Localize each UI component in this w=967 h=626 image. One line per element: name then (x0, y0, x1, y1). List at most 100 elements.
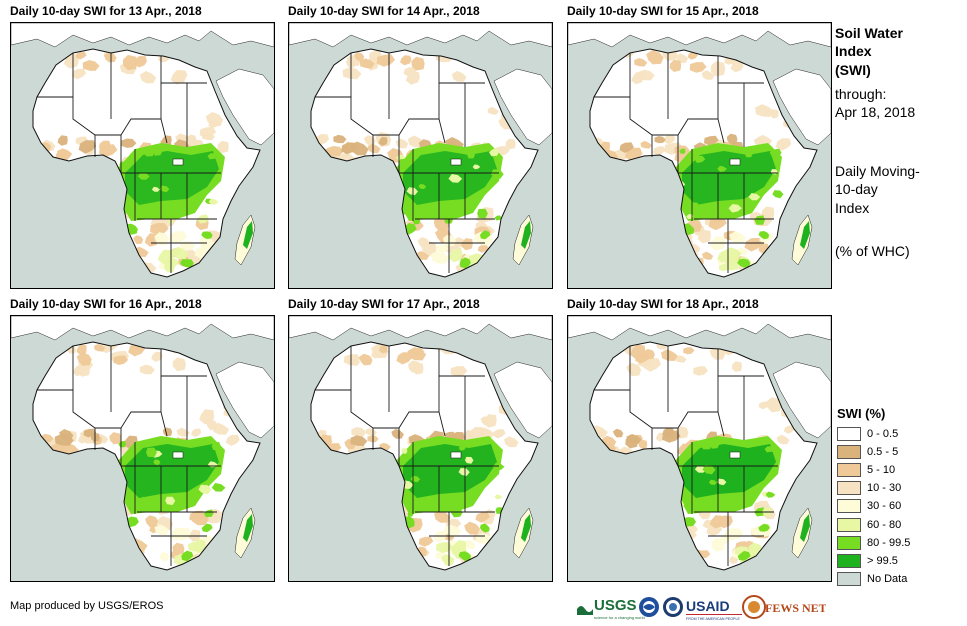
coastline (310, 341, 539, 571)
info-title-line1: Soil Water (835, 25, 903, 41)
legend-item: 80 - 99.5 (837, 534, 910, 551)
country-border (717, 56, 764, 84)
usaid-logo: USAID FROM THE AMERICAN PEOPLE (686, 598, 742, 621)
panel-title: Daily 10-day SWI for 17 Apr., 2018 (288, 297, 480, 311)
legend-item: 5 - 10 (837, 461, 895, 478)
panel-title: Daily 10-day SWI for 16 Apr., 2018 (10, 297, 202, 311)
legend-label: 60 - 80 (867, 518, 902, 531)
madagascar-wet-zone (800, 221, 810, 249)
country-border (438, 411, 446, 437)
map-panel-4: Daily 10-day SWI for 16 Apr., 2018 (10, 297, 275, 582)
lake-victoria (450, 451, 462, 459)
agency-logos: USGS science for a changing world USAID … (577, 595, 826, 621)
map-panel-6: Daily 10-day SWI for 18 Apr., 2018 (567, 297, 832, 582)
europe-landmass (11, 23, 274, 48)
legend-label: 5 - 10 (867, 463, 896, 476)
map-frame (10, 22, 275, 289)
desc-line2: 10-day (835, 181, 878, 197)
madagascar-wet-zone (800, 514, 810, 542)
usgs-tagline: science for a changing world (594, 615, 645, 620)
country-border (438, 118, 446, 144)
europe-landmass (11, 316, 274, 341)
country-border (315, 83, 440, 136)
credit-text: Map produced by USGS/EROS (10, 600, 164, 612)
coastline (310, 48, 539, 278)
panel-title: Daily 10-day SWI for 13 Apr., 2018 (10, 4, 202, 18)
madagascar-wet-zone (521, 514, 531, 542)
desc-line3: Index (835, 200, 870, 216)
swi-zones (314, 49, 518, 274)
legend-item: 10 - 30 (837, 480, 901, 497)
coastline (32, 341, 261, 571)
lake-victoria (172, 451, 184, 459)
panel-title: Daily 10-day SWI for 18 Apr., 2018 (567, 297, 759, 311)
through-label: through: (835, 86, 887, 102)
coastline (589, 48, 818, 278)
legend-swatch (837, 444, 861, 459)
swi-map (568, 316, 831, 581)
legend-item: 30 - 60 (837, 498, 901, 515)
country-border (594, 83, 719, 136)
lake-victoria (729, 451, 741, 459)
panel-title: Daily 10-day SWI for 14 Apr., 2018 (288, 4, 480, 18)
map-frame (567, 315, 832, 582)
swi-map (289, 23, 552, 288)
legend-item: No Data (837, 571, 907, 588)
legend-swatch (837, 553, 861, 568)
swi-zones (592, 49, 797, 273)
madagascar-wet-zone (243, 514, 253, 542)
legend-swatch (837, 535, 861, 550)
noaa-logo (639, 597, 659, 617)
usaid-tagline: FROM THE AMERICAN PEOPLE (686, 617, 740, 621)
arabia-landmass (772, 68, 831, 146)
swi-map (11, 23, 274, 288)
legend-item: 0 - 0.5 (837, 425, 898, 442)
country-border (717, 118, 725, 144)
coastline (589, 341, 818, 571)
country-border (717, 349, 764, 377)
madagascar-wet-zone (243, 221, 253, 249)
europe-landmass (568, 23, 831, 48)
arabia-landmass (215, 361, 274, 439)
legend-label: 0 - 0.5 (867, 427, 899, 440)
legend-label: > 99.5 (867, 554, 898, 567)
country-border (37, 376, 162, 429)
desc-line1: Daily Moving- (835, 163, 920, 179)
usgs-logo: USGS science for a changing world (577, 597, 645, 620)
arabia-landmass (493, 68, 552, 146)
lake-victoria (172, 158, 184, 166)
fewsnet-wordmark: FEWS NET (765, 601, 826, 615)
madagascar-wet-zone (521, 221, 531, 249)
country-border (160, 56, 207, 84)
map-panel-2: Daily 10-day SWI for 14 Apr., 2018 (288, 4, 553, 289)
arabia-landmass (215, 68, 274, 146)
country-border (160, 411, 168, 437)
legend-swatch (837, 462, 861, 477)
europe-landmass (568, 316, 831, 341)
swi-map (568, 23, 831, 288)
swi-zones (36, 49, 236, 275)
info-title-line3: (SWI) (835, 62, 871, 78)
arabia-landmass (772, 361, 831, 439)
country-border (594, 376, 719, 429)
map-frame (567, 22, 832, 289)
country-border (438, 349, 485, 377)
units-label: (% of WHC) (835, 243, 910, 259)
country-border (37, 83, 162, 136)
legend-label: 30 - 60 (867, 500, 902, 513)
fewsnet-logo: FEWS NET (742, 595, 826, 619)
coastline (32, 48, 261, 278)
map-panel-3: Daily 10-day SWI for 15 Apr., 2018 (567, 4, 832, 289)
map-frame (288, 22, 553, 289)
arabia-landmass (493, 361, 552, 439)
through-date: Apr 18, 2018 (835, 104, 916, 120)
legend-swatch (837, 499, 861, 514)
swi-zones (316, 342, 519, 570)
map-panel-5: Daily 10-day SWI for 17 Apr., 2018 (288, 297, 553, 582)
swi-map (11, 316, 274, 581)
country-border (160, 349, 207, 377)
swi-map (289, 316, 552, 581)
europe-landmass (289, 316, 552, 341)
legend-item: 60 - 80 (837, 516, 901, 533)
legend-label: 10 - 30 (867, 482, 902, 495)
